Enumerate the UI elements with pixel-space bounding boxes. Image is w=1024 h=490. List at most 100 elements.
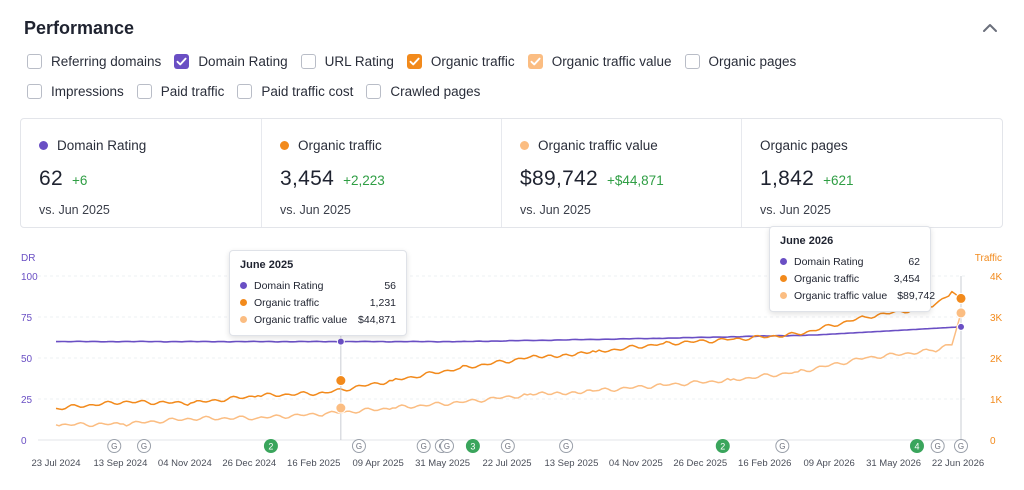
tooltip-value: $44,871 [358,313,396,326]
checkbox-organic-traffic-value[interactable]: Organic traffic value [527,53,672,69]
section-title: Performance [24,18,135,38]
tooltip-label: Organic traffic [254,296,320,309]
metric-compare: vs. Jun 2025 [39,203,110,217]
annotation-label: 3 [470,442,475,452]
tooltip-june-2026: June 2026 Domain Rating 62 Organic traffi… [769,226,935,312]
annotation-label: 2 [268,442,273,452]
checkbox-paid-traffic[interactable]: Paid traffic [136,83,224,99]
annotation-label: G [958,442,964,451]
legend-dot [520,140,529,150]
checkbox-domain-rating[interactable]: Domain Rating [174,53,288,69]
checkbox-box[interactable] [136,83,152,99]
checkbox-label: Referring domains [51,53,162,69]
annotation-badge [440,439,455,453]
legend-dot [280,140,289,150]
right-tick-label: 4K [990,272,1003,283]
metric-label: Organic traffic [298,137,382,153]
annotation-badge [351,439,366,453]
legend-dot [780,258,787,265]
x-tick-label: 31 May 2026 [866,458,921,469]
performance-header: Performance [24,14,1002,42]
tooltip-label: Organic traffic value [254,313,348,326]
checkbox-box[interactable] [684,53,700,69]
tooltip-value: 62 [908,255,920,268]
annotation-label: G [421,442,427,451]
checkbox-box[interactable] [406,53,422,69]
metric-delta: +$44,871 [607,173,664,188]
tooltip-value: $89,742 [897,289,936,302]
right-tick-label: 1K [990,395,1003,406]
marker-dot [957,322,965,331]
tooltip-label: Organic traffic [794,272,860,285]
checkbox-label: Impressions [51,83,124,99]
annotation-badge [715,439,730,453]
annotation-badge [559,439,574,453]
metric-label: Organic pages [760,137,848,153]
series-line [55,312,962,428]
checkbox-label: URL Rating [324,53,394,69]
checkbox-box[interactable] [237,83,253,99]
checkbox-label: Crawled pages [390,83,481,99]
tooltip-title: June 2026 [780,235,834,247]
marker-dot [955,292,967,304]
checkbox-box[interactable] [527,53,543,69]
tooltip-row: Organic traffic value $89,742 [780,287,935,304]
metric-organic-traffic-value: Organic traffic value $89,742 +$44,871 vs… [501,119,741,227]
left-tick-label: 25 [21,395,33,406]
metric-compare: vs. Jun 2025 [280,203,351,217]
legend-dot [240,299,247,306]
metric-value: 1,842 [760,167,815,190]
checkbox-box[interactable] [27,83,42,99]
annotation-badge [137,439,152,453]
chart-svg[interactable]: DR Traffic 100 75 50 25 0 4K 3K 2K 1K 0 23 Jul 2024 1… [0,246,1024,490]
checkbox-label: Organic traffic value [551,53,672,69]
checkbox-box[interactable] [174,53,190,69]
right-tick-label: 0 [990,436,996,447]
checkbox-row-2: Impressions Paid traffic Paid traffic co… [27,80,987,102]
checkbox-box[interactable] [27,53,42,69]
metric-label: Domain Rating [57,137,147,153]
x-tick-label: 13 Sep 2024 [93,458,147,469]
metric-compare: vs. Jun 2025 [760,203,831,217]
x-tick-label: 23 Jul 2024 [31,458,80,469]
checkbox-box[interactable] [300,53,316,69]
tooltip-row: Domain Rating 62 [780,253,920,270]
left-tick-label: 50 [21,354,33,365]
checkbox-crawled-pages[interactable]: Crawled pages [366,83,481,99]
marker-dot [955,307,967,319]
checkbox-box[interactable] [366,83,382,99]
checkbox-referring-domains[interactable]: Referring domains [27,53,162,69]
annotation-label: G [111,442,117,451]
annotation-label: 2 [720,442,725,452]
x-tick-label: 16 Feb 2026 [738,458,791,469]
annotation-label: G [505,442,511,451]
checkbox-url-rating[interactable]: URL Rating [300,53,394,69]
annotation-badge [775,439,790,453]
annotation-label: G [935,442,941,451]
series-line [55,290,962,411]
tooltip-row: Organic traffic 3,454 [780,270,920,287]
metric-compare: vs. Jun 2025 [520,203,591,217]
checkbox-paid-traffic-cost[interactable]: Paid traffic cost [237,83,353,99]
tooltip-label: Domain Rating [794,255,864,268]
checkbox-organic-pages[interactable]: Organic pages [684,53,796,69]
x-tick-label: 04 Nov 2025 [609,458,663,469]
tooltip-june-2025: June 2025 Domain Rating 56 Organic traffi… [229,250,407,336]
tooltip-value: 56 [384,279,396,292]
x-tick-label: 16 Feb 2025 [287,458,340,469]
metric-checkbox-list: Referring domains Domain Rating URL Rati… [27,50,987,110]
tooltip-row: Domain Rating 56 [240,277,396,294]
legend-dot [240,316,247,323]
chevron-up-icon[interactable] [978,16,1002,40]
legend-dot [39,140,48,150]
x-tick-label: 26 Dec 2024 [222,458,276,469]
checkbox-organic-traffic[interactable]: Organic traffic [406,53,515,69]
checkbox-impressions[interactable]: Impressions [27,83,124,99]
marker-dot [336,337,345,346]
left-tick-label: 75 [21,313,33,324]
annotation-label: G [444,442,450,451]
tooltip-value: 3,454 [893,272,920,285]
performance-chart[interactable]: DR Traffic 100 75 50 25 0 4K 3K 2K 1K 0 23 Jul 2024 1… [0,246,1024,490]
annotation-badge [909,439,924,453]
x-tick-label: 04 Nov 2024 [158,458,212,469]
